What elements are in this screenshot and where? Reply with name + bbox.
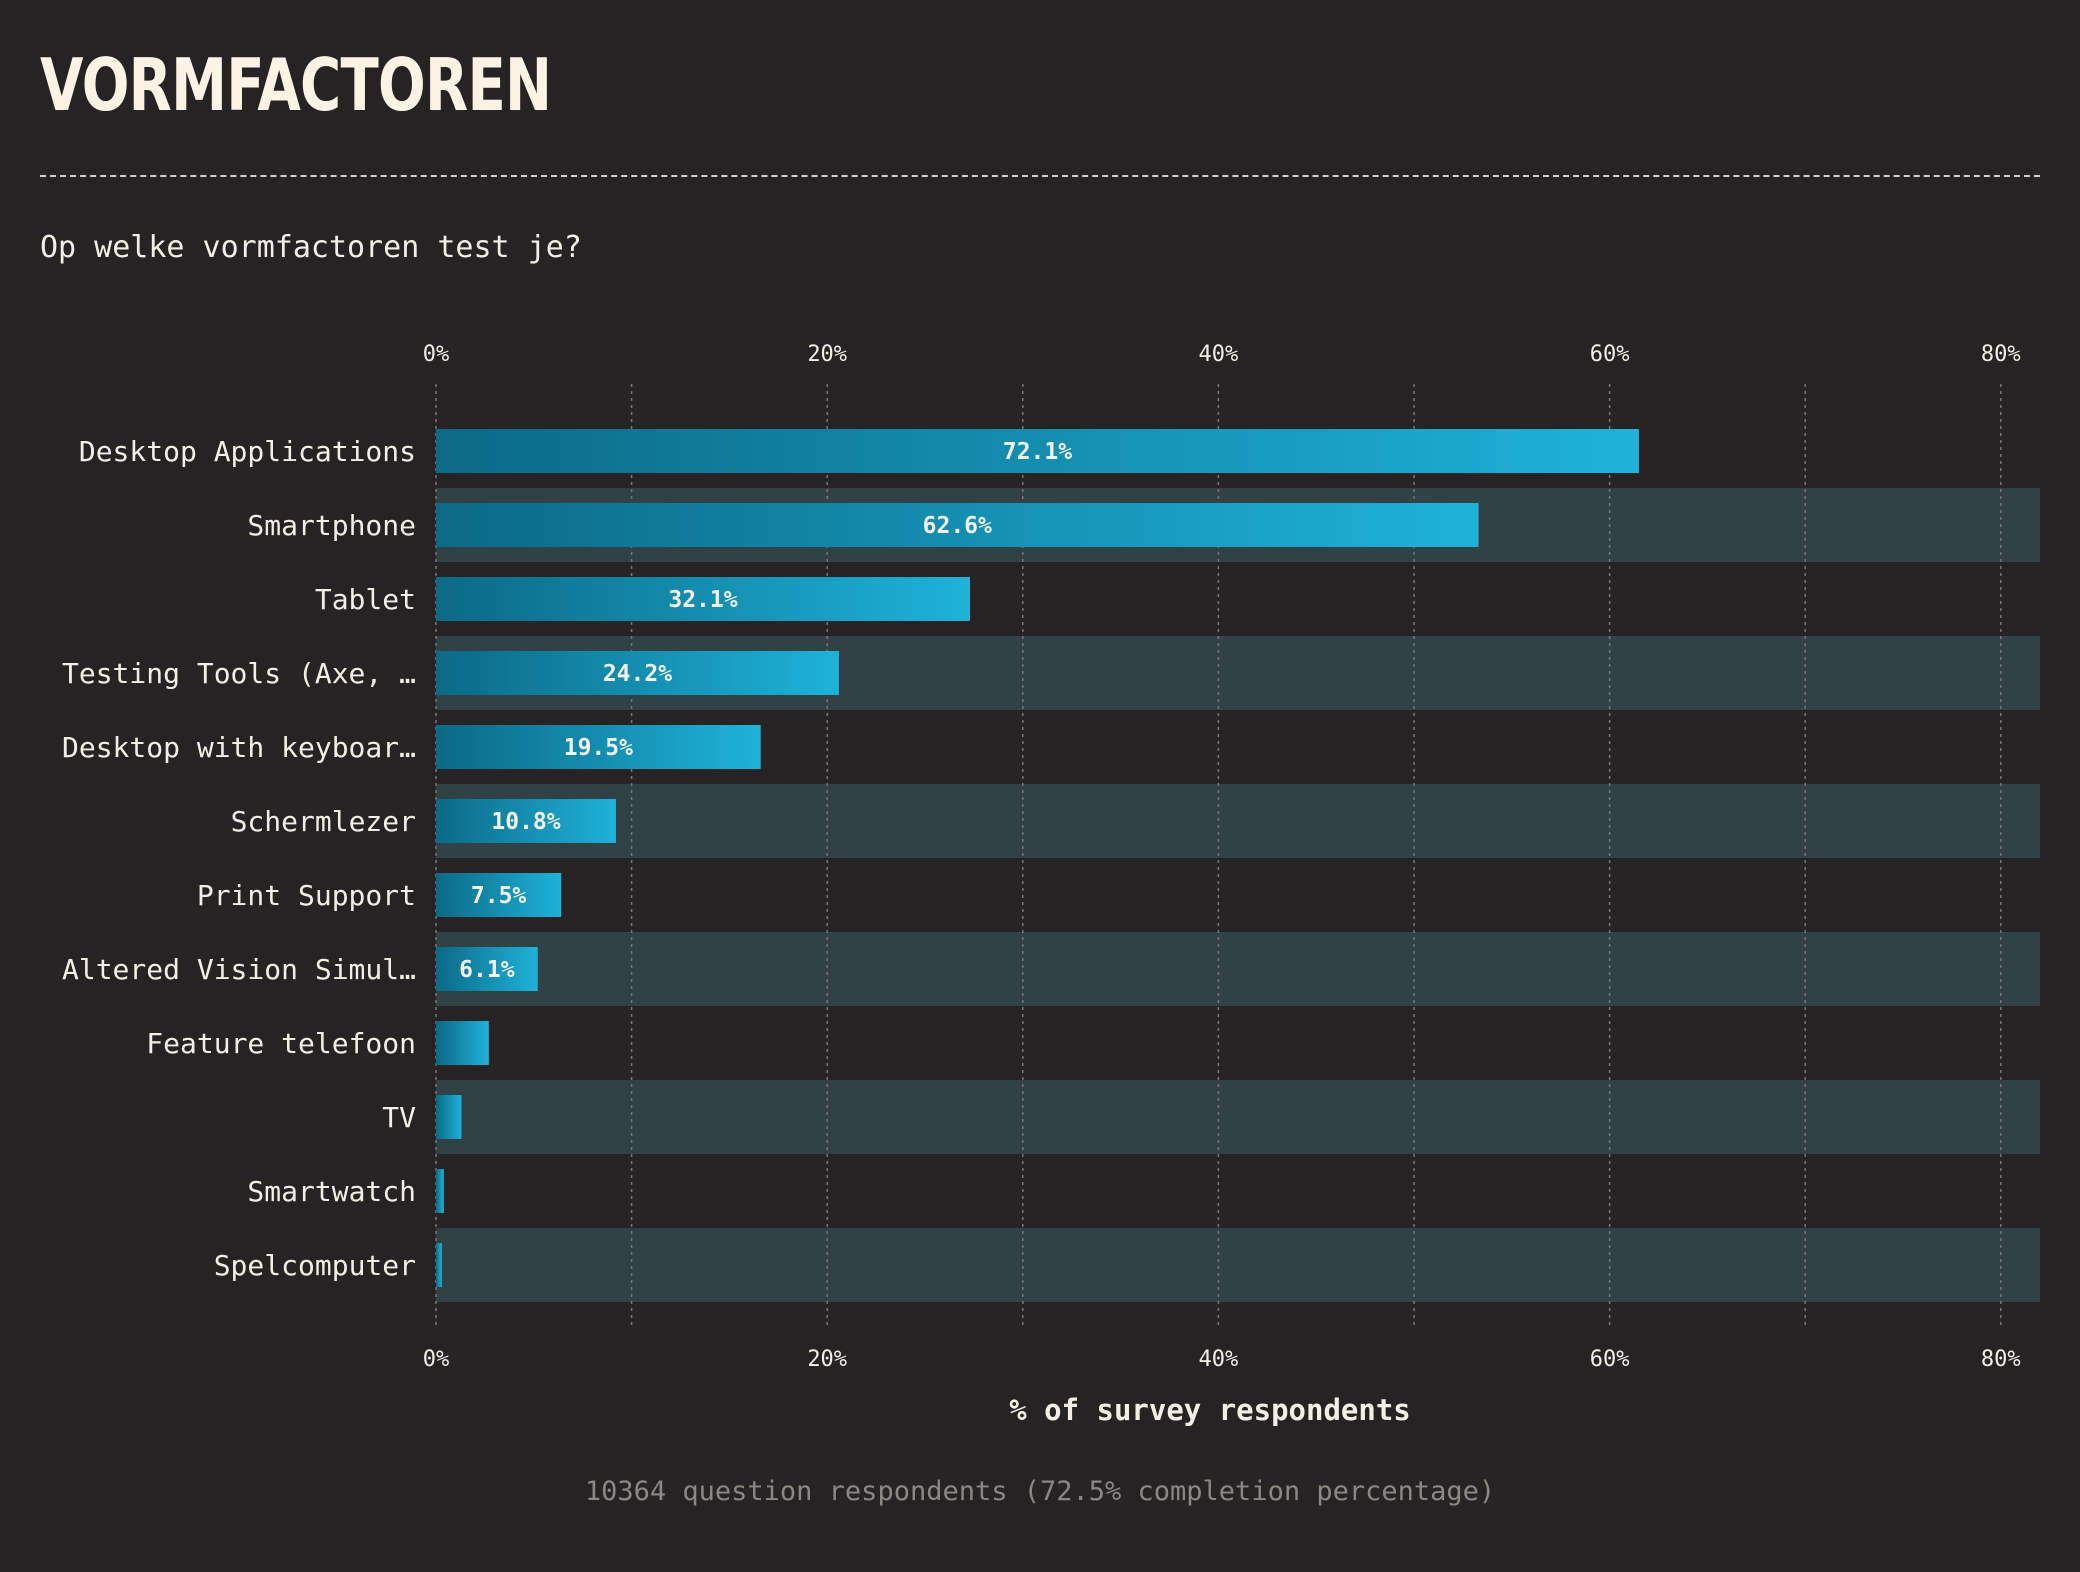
top-tick-labels: 0% 20% 40% 60% 80%	[423, 342, 2021, 367]
respondents-footer: 10364 question respondents (72.5% comple…	[584, 1476, 1496, 1507]
category-label: Desktop Applications	[79, 435, 416, 468]
bar	[436, 873, 562, 917]
bar	[436, 577, 970, 621]
bar	[436, 651, 839, 695]
value-label: 10.8%	[491, 809, 560, 835]
value-label: 72.1%	[1003, 439, 1072, 465]
tick-label: 40%	[1199, 1347, 1239, 1372]
title-divider	[40, 175, 2040, 177]
category-label: Smartwatch	[247, 1175, 416, 1208]
row-band	[436, 932, 2040, 1006]
value-label: 19.5%	[564, 735, 633, 761]
bar	[436, 1021, 489, 1065]
tick-label: 80%	[1981, 1347, 2021, 1372]
bar	[436, 1169, 444, 1213]
tick-label: 60%	[1590, 342, 1630, 367]
bar	[436, 1095, 462, 1139]
page-title: VORMFACTOREN	[40, 43, 552, 127]
tick-label: 0%	[423, 342, 450, 367]
category-label: Altered Vision Simul…	[62, 953, 416, 986]
bar	[436, 947, 538, 991]
category-label: Testing Tools (Axe, …	[62, 657, 416, 690]
x-axis-label: % of survey respondents	[1009, 1393, 1411, 1427]
row-band	[436, 1080, 2040, 1154]
bottom-tick-labels: 0% 20% 40% 60% 80%	[423, 1347, 2021, 1372]
tick-label: 60%	[1590, 1347, 1630, 1372]
row-band	[436, 1228, 2040, 1302]
category-label: Spelcomputer	[214, 1249, 416, 1282]
category-label: Print Support	[197, 879, 416, 912]
value-label: 6.1%	[459, 957, 515, 983]
tick-label: 40%	[1199, 342, 1239, 367]
value-label: 7.5%	[471, 883, 527, 909]
value-label: 62.6%	[923, 513, 992, 539]
tick-label: 20%	[807, 1347, 847, 1372]
tick-label: 20%	[807, 342, 847, 367]
tick-label: 0%	[423, 1347, 450, 1372]
bar	[436, 725, 761, 769]
bars	[436, 429, 1639, 1287]
question-text: Op welke vormfactoren test je?	[40, 230, 582, 265]
bar	[436, 429, 1639, 473]
bar	[436, 1243, 442, 1287]
value-label: 32.1%	[668, 587, 737, 613]
category-label: Feature telefoon	[146, 1027, 416, 1060]
category-label: Schermlezer	[231, 805, 416, 838]
category-label: TV	[382, 1101, 416, 1134]
category-label: Smartphone	[247, 509, 416, 542]
category-label: Desktop with keyboar…	[62, 731, 416, 764]
bar	[436, 799, 616, 843]
value-labels: 72.1% 62.6% 32.1% 24.2% 19.5% 10.8% 7.5% 6.1%	[459, 439, 1072, 983]
tick-label: 80%	[1981, 342, 2021, 367]
row-band	[436, 784, 2040, 858]
category-labels: Desktop Applications Smartphone Tablet Test…	[62, 435, 416, 1282]
category-label: Tablet	[315, 583, 416, 616]
bar	[436, 503, 1479, 547]
row-bands	[436, 488, 2040, 1302]
value-label: 24.2%	[603, 661, 672, 687]
